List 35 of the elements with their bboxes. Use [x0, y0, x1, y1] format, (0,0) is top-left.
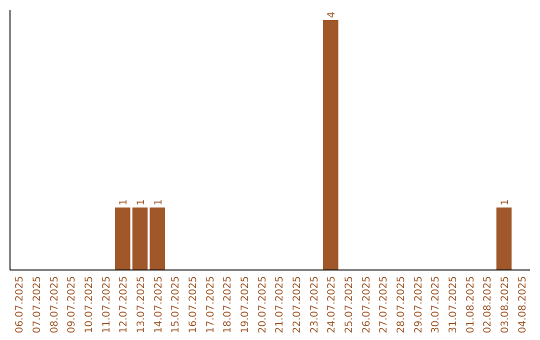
x-tick-label: 03.08.2025 — [500, 276, 511, 334]
x-tick-label: 22.07.2025 — [292, 276, 303, 334]
x-tick-label: 30.07.2025 — [430, 276, 442, 334]
x-tick-label: 20.07.2025 — [257, 276, 268, 334]
x-tick-label: 28.07.2025 — [396, 276, 407, 334]
x-tick-label: 21.07.2025 — [274, 276, 286, 334]
x-tick-label: 11.07.2025 — [101, 276, 112, 334]
x-tick-label: 19.07.2025 — [240, 276, 251, 334]
data-label: 4 — [326, 12, 338, 18]
data-label: 1 — [500, 199, 511, 206]
x-tick-label: 10.07.2025 — [84, 276, 95, 334]
data-label: 1 — [153, 199, 164, 206]
data-label: 1 — [136, 199, 147, 206]
x-tick-label: 01.08.2025 — [465, 276, 476, 334]
x-tick-label: 08.07.2025 — [49, 276, 60, 334]
x-tick-label: 06.07.2025 — [14, 276, 26, 334]
x-tick-label: 29.07.2025 — [413, 276, 424, 334]
x-tick-label: 27.07.2025 — [378, 276, 390, 334]
x-tick-label: 24.07.2025 — [326, 276, 338, 334]
x-tick-label: 18.07.2025 — [222, 276, 234, 334]
x-tick-label: 15.07.2025 — [170, 276, 182, 334]
x-tick-label: 14.07.2025 — [153, 276, 164, 334]
x-tick-label: 16.07.2025 — [188, 276, 199, 334]
x-tick-label: 17.07.2025 — [205, 276, 216, 334]
x-tick-label: 31.07.2025 — [448, 276, 459, 334]
x-tick-label: 12.07.2025 — [118, 276, 130, 334]
x-tick-label: 23.07.2025 — [309, 276, 320, 334]
data-label: 1 — [118, 199, 130, 206]
x-tick-label: 02.08.2025 — [482, 276, 494, 334]
x-tick-label: 07.07.2025 — [32, 276, 43, 334]
x-tick-label: 13.07.2025 — [136, 276, 147, 334]
x-tick-label: 09.07.2025 — [66, 276, 78, 334]
x-tick-label: 04.08.2025 — [517, 276, 528, 334]
x-tick-label: 26.07.2025 — [361, 276, 372, 334]
x-tick-label: 25.07.2025 — [344, 276, 355, 334]
